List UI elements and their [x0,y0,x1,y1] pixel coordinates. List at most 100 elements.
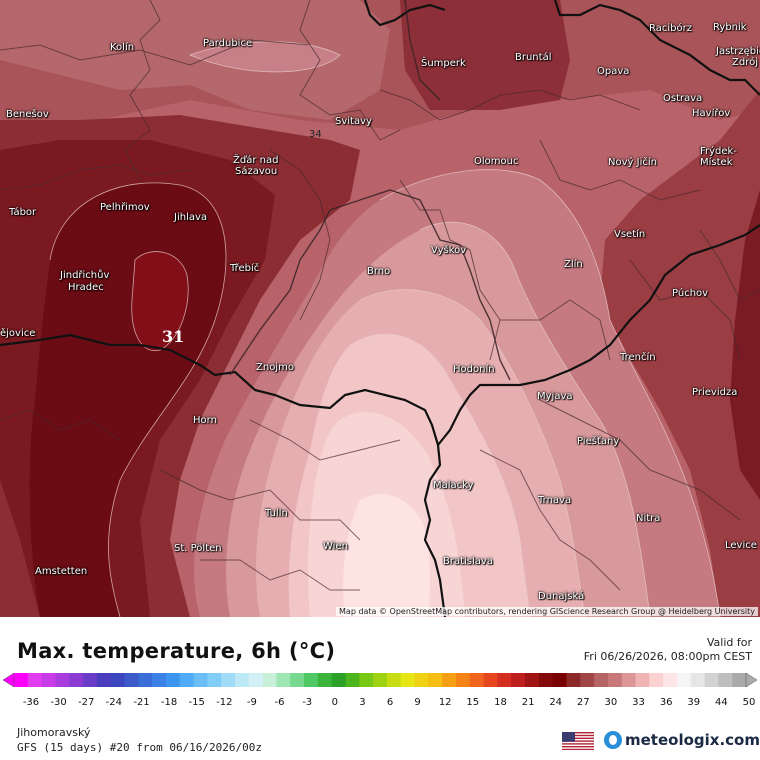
scale-swatch [732,673,747,687]
city-label: Olomouc [474,156,519,167]
scale-tick-label: 0 [331,697,338,708]
scale-tick-label: 33 [632,697,645,708]
city-label: Bruntál [515,52,552,63]
scale-swatch [248,673,264,687]
city-label: Svitavy [335,116,372,127]
color-scale [2,672,758,688]
scale-swatch [525,673,540,687]
band-31-jihlava [131,251,189,351]
scale-swatch [317,673,333,687]
model-run: GFS (15 days) #20 from 06/16/2026/00z [17,741,263,754]
city-label: Tulln [265,508,288,519]
city-label: Malacky [433,480,474,491]
city-label: Amstetten [35,566,88,577]
brand-logo[interactable]: meteologix.com [604,731,760,749]
contour-label-34: 34 [309,129,322,140]
city-label: Brno [367,266,391,277]
scale-swatch [373,673,388,687]
scale-swatch [621,673,637,687]
city-label: Prievidza [692,387,738,398]
city-label: Třebíč [230,263,260,274]
scale-swatch [331,673,347,687]
scale-tick-label: 36 [659,697,673,708]
scale-tick-label: -36 [22,697,40,708]
city-label: Žďár nad [233,155,279,166]
city-label: Frýdek- [700,146,737,157]
scale-swatch [649,673,664,687]
band-31-east [730,190,760,500]
scale-swatch [193,673,208,687]
city-label: Wien [323,541,348,552]
scale-swatch [179,673,195,687]
city-label: Rybnik [713,22,747,33]
scale-tick-label: 21 [521,697,535,708]
scale-swatch [497,673,512,687]
map-svg [0,0,760,617]
city-label: Nový Jičín [608,157,657,168]
city-label: Havířov [692,108,731,119]
region-name: Jihomoravský [17,726,91,739]
us-flag-icon[interactable] [562,732,594,750]
scale-tick-label: 39 [687,697,701,708]
scale-swatch [234,673,250,687]
scale-tick-label: -3 [302,697,313,708]
scale-swatch [511,673,526,687]
scale-swatch [676,673,692,687]
temperature-map[interactable]: Kolín Pardubice Šumperk Bruntál Racibórz Rybn… [0,0,760,617]
scale-swatch [663,673,678,687]
city-label: Trnava [538,495,572,506]
scale-tick-label: 15 [466,697,480,708]
temperature-max-label: 31 [162,327,185,346]
city-label: Zdrój [732,57,758,68]
scale-swatch [41,673,57,687]
scale-swatch [580,673,595,687]
city-label: Místek [700,157,733,168]
scale-swatch [538,673,554,687]
scale-tick-label: 3 [359,697,366,708]
scale-swatch [290,673,305,687]
valid-for-label: Valid for [706,636,752,649]
scale-tick-label: 27 [576,697,590,708]
city-label: ějovice [0,328,36,339]
scale-swatch [690,673,706,687]
scale-tick-label: 30 [604,697,618,708]
city-label: Myjava [537,391,573,402]
scale-swatch [455,673,471,687]
scale-swatch [14,673,29,687]
band-34-pardubice [0,0,390,120]
brand-text: meteologix.com [625,731,760,749]
scale-tick-label: -9 [246,697,257,708]
scale-swatch [566,673,581,687]
scale-swatch [221,673,236,687]
scale-ticks: -36 -30 -27 -24 -21 -18 -15 -12 -9 -6 -3 0 3 6 9 12 15 18… [0,697,760,711]
scale-swatch [27,673,43,687]
scale-swatch [304,673,319,687]
city-label: Opava [597,66,630,77]
scale-swatch [442,673,457,687]
scale-swatch [83,673,98,687]
scale-swatch [428,673,443,687]
scale-tick-label: -24 [105,697,122,708]
scale-tick-label: -15 [188,697,205,708]
city-label: Znojmo [256,362,294,373]
scale-swatch [165,673,181,687]
scale-swatch [96,673,112,687]
scale-tick-label: -6 [274,697,285,708]
scale-tick-label: -21 [133,697,150,708]
scale-swatch [469,673,485,687]
scale-swatch [359,673,374,687]
scale-tick-label: -30 [50,697,67,708]
scale-swatch [345,673,360,687]
city-label: Vsetín [614,229,646,240]
region-borders [229,0,511,381]
scale-swatch [483,673,498,687]
scale-swatch [55,673,70,687]
country-borders [0,0,760,617]
map-attribution[interactable]: Map data © OpenStreetMap contributors, r… [336,607,758,616]
isotherms [49,41,721,617]
city-label: Nitra [636,513,661,524]
city-label: Jastrzębie- [716,46,760,57]
scale-swatch [124,673,139,687]
city-label: Vyškov [431,245,467,256]
scale-tick-label: 50 [742,697,756,708]
